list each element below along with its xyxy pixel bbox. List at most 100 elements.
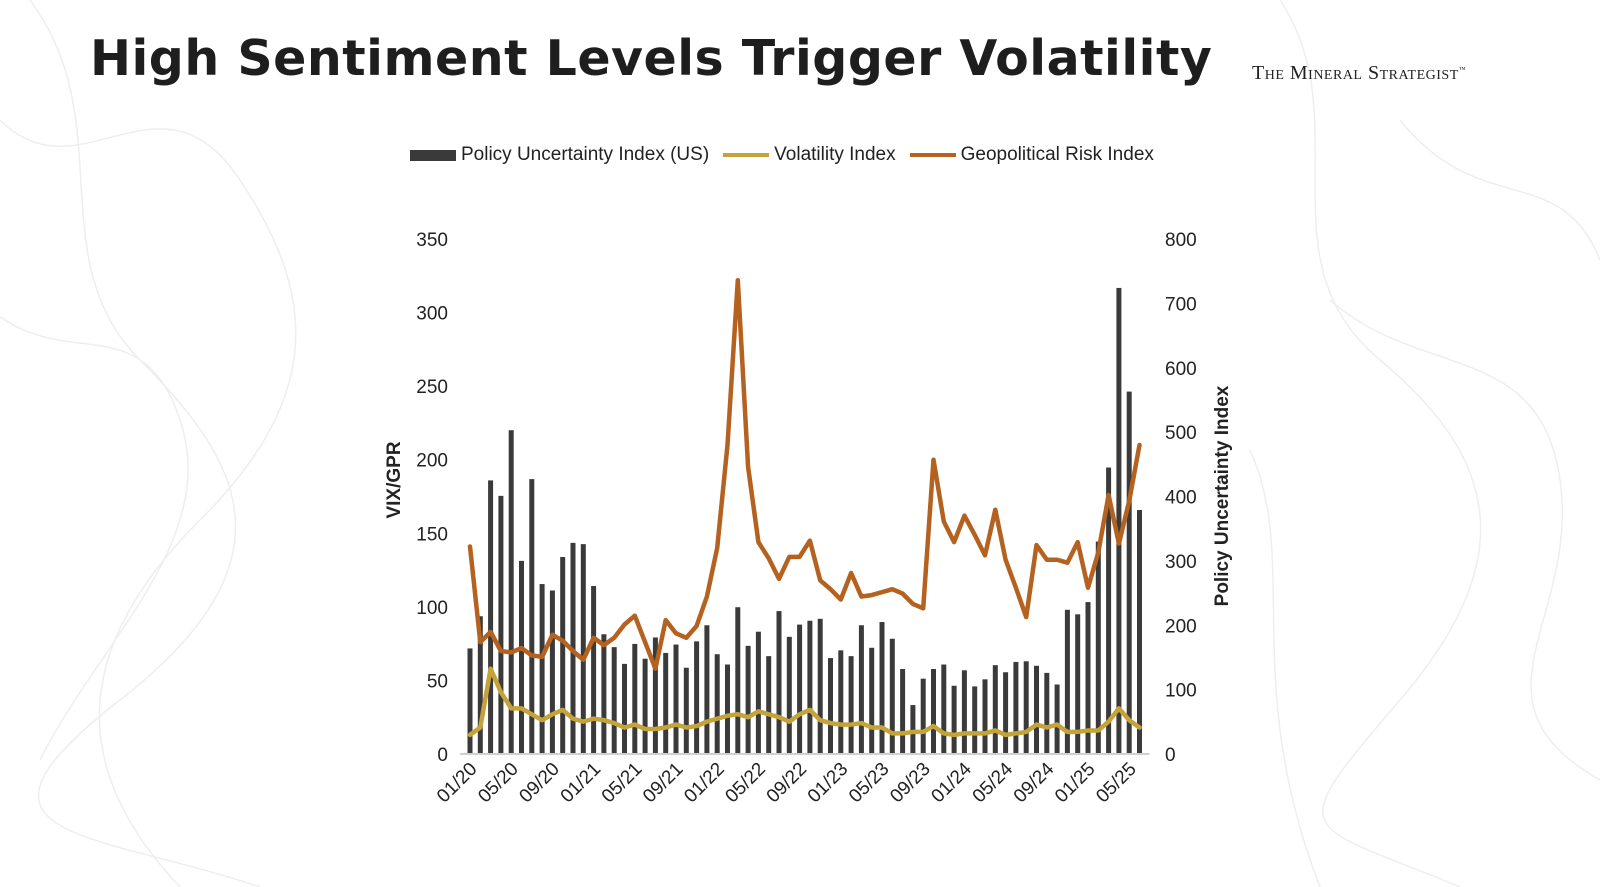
bar-policy-uncertainty	[972, 686, 978, 754]
bar-policy-uncertainty	[663, 652, 669, 754]
bar-policy-uncertainty	[694, 641, 700, 754]
bar-policy-uncertainty	[776, 611, 782, 754]
bar-policy-uncertainty	[601, 634, 607, 754]
bar-policy-uncertainty	[982, 679, 988, 754]
bar-policy-uncertainty	[848, 656, 854, 754]
bar-policy-uncertainty	[1137, 510, 1142, 754]
bar-policy-uncertainty	[673, 644, 679, 754]
y-axis-label-right: Policy Uncertainty Index	[1212, 385, 1233, 606]
y-tick-right: 200	[1165, 616, 1197, 637]
bar-policy-uncertainty	[951, 685, 957, 754]
bar-policy-uncertainty	[869, 647, 875, 754]
x-tick-label: 05/21	[598, 759, 646, 807]
bar-policy-uncertainty	[1126, 391, 1132, 754]
x-tick-label: 01/22	[680, 759, 728, 807]
chart-legend: Policy Uncertainty Index (US) Volatility…	[410, 144, 1168, 166]
legend-swatch-line	[909, 153, 956, 157]
bar-policy-uncertainty	[1116, 287, 1122, 754]
y-tick-left: 50	[427, 671, 448, 692]
bar-policy-uncertainty	[488, 480, 494, 754]
bar-policy-uncertainty	[1003, 672, 1009, 754]
legend-swatch-bar	[410, 149, 456, 161]
legend-item-gpr: Geopolitical Risk Index	[909, 144, 1154, 166]
bar-policy-uncertainty	[828, 658, 833, 754]
y-tick-right: 0	[1165, 745, 1176, 766]
bar-policy-uncertainty	[652, 637, 658, 754]
y-tick-left: 350	[416, 230, 448, 251]
bar-policy-uncertainty	[704, 625, 710, 754]
y-tick-left: 0	[437, 745, 448, 766]
x-tick-label: 01/25	[1051, 759, 1099, 807]
y-tick-left: 250	[416, 377, 448, 398]
bar-policy-uncertainty	[941, 664, 947, 754]
bar-policy-uncertainty	[766, 656, 772, 754]
bar-policy-uncertainty	[961, 670, 967, 754]
x-tick-label: 09/21	[639, 759, 687, 807]
bar-policy-uncertainty	[879, 622, 885, 754]
bar-policy-uncertainty	[725, 664, 730, 754]
bar-policy-uncertainty	[1106, 467, 1112, 754]
y-tick-right: 600	[1165, 359, 1197, 380]
bar-policy-uncertainty	[807, 620, 813, 754]
legend-swatch-line	[723, 153, 770, 157]
bar-policy-uncertainty	[498, 495, 504, 754]
bar-policy-uncertainty	[519, 560, 524, 754]
brand-logo: The Mineral Strategist™	[1252, 62, 1467, 84]
legend-label: Geopolitical Risk Index	[960, 144, 1154, 165]
x-tick-label: 09/22	[763, 759, 811, 807]
bar-policy-uncertainty	[683, 667, 689, 754]
x-tick-label: 01/21	[557, 759, 605, 807]
bar-policy-uncertainty	[467, 648, 473, 754]
bar-policy-uncertainty	[580, 544, 586, 754]
x-tick-label: 09/23	[886, 759, 934, 807]
y-tick-left: 200	[416, 451, 448, 472]
legend-item-vix: Volatility Index	[723, 144, 896, 166]
bar-policy-uncertainty	[1034, 665, 1039, 754]
bar-policy-uncertainty	[786, 636, 792, 754]
bar-policy-uncertainty	[642, 658, 648, 754]
legend-label: Volatility Index	[774, 144, 896, 165]
bar-policy-uncertainty	[539, 584, 545, 754]
bar-policy-uncertainty	[797, 624, 803, 754]
bar-policy-uncertainty	[477, 616, 483, 754]
y-tick-right: 800	[1165, 230, 1197, 251]
y-tick-right: 500	[1165, 423, 1197, 444]
x-tick-label: 05/20	[474, 759, 522, 807]
line-geopolitical-risk	[467, 277, 1142, 671]
x-tick-label: 01/24	[927, 758, 976, 807]
bar-policy-uncertainty	[889, 638, 895, 754]
legend-label: Policy Uncertainty Index (US)	[461, 144, 710, 165]
bar-policy-uncertainty	[1023, 661, 1029, 754]
bar-policy-uncertainty	[920, 678, 926, 754]
y-tick-left: 150	[416, 524, 448, 545]
bar-policy-uncertainty	[755, 631, 761, 754]
x-tick-label: 09/20	[515, 759, 563, 807]
x-tick-label: 05/25	[1092, 759, 1140, 807]
y-tick-right: 300	[1165, 552, 1197, 573]
bar-policy-uncertainty	[1054, 684, 1060, 754]
bar-policy-uncertainty	[838, 650, 844, 754]
bar-policy-uncertainty	[1044, 672, 1050, 754]
x-tick-label: 05/22	[721, 759, 769, 807]
bar-policy-uncertainty	[910, 705, 916, 754]
bar-policy-uncertainty	[817, 618, 823, 754]
bar-policy-uncertainty	[745, 645, 751, 754]
bar-policy-uncertainty	[900, 669, 906, 754]
bar-policy-uncertainty	[1085, 602, 1091, 754]
y-tick-right: 700	[1165, 294, 1197, 315]
bar-policy-uncertainty	[591, 585, 597, 754]
bar-policy-uncertainty	[1064, 609, 1070, 754]
bar-policy-uncertainty	[529, 479, 535, 754]
line-volatility-index	[467, 666, 1142, 738]
x-tick-label: 01/23	[804, 759, 852, 807]
y-tick-right: 100	[1165, 681, 1197, 702]
x-tick-label: 05/23	[845, 759, 893, 807]
bar-policy-uncertainty	[1013, 661, 1019, 754]
bar-policy-uncertainty	[858, 625, 864, 754]
bar-policy-uncertainty	[1095, 541, 1101, 754]
bar-policy-uncertainty	[735, 607, 741, 754]
bar-policy-uncertainty	[508, 430, 514, 754]
bar-policy-uncertainty	[714, 654, 720, 754]
